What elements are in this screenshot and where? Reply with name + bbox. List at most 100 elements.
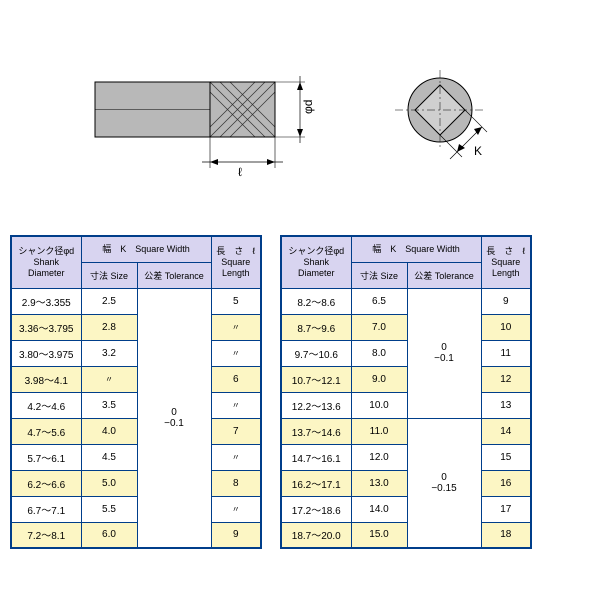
cell-size: 3.5 (81, 392, 137, 418)
table-row: 13.7～14.611.00−0.1514 (281, 418, 531, 444)
cell-shank: 8.2～8.6 (281, 288, 351, 314)
cell-shank: 12.2～13.6 (281, 392, 351, 418)
hdr-tolerance: 公差 Tolerance (137, 262, 211, 288)
cell-tolerance: 0−0.1 (407, 288, 481, 418)
table-row: 17.2～18.614.0 17 (281, 496, 531, 522)
table-row: 6.2～6.65.0 8 (11, 470, 261, 496)
cell-tolerance: 0−0.1 (137, 288, 211, 548)
cell-shank: 10.7～12.1 (281, 366, 351, 392)
cell-shank: 5.7～6.1 (11, 444, 81, 470)
table-row: 3.36～3.7952.8 〃 (11, 314, 261, 340)
cell-size: 5.0 (81, 470, 137, 496)
hdr-size: 寸法 Size (351, 262, 407, 288)
table-row: 14.7～16.112.0 15 (281, 444, 531, 470)
hdr-square-width: 幅 K Square Width (81, 236, 211, 262)
cell-shank: 3.98～4.1 (11, 366, 81, 392)
hdr-shank: シャンク径φdShankDiameter (11, 236, 81, 288)
cell-length: 〃 (211, 340, 261, 366)
cell-size: 〃 (81, 366, 137, 392)
cell-size: 8.0 (351, 340, 407, 366)
spec-table-right: シャンク径φdShankDiameter 幅 K Square Width 長 … (280, 235, 532, 549)
cell-length: 〃 (211, 444, 261, 470)
k-label: K (474, 144, 482, 158)
cell-length: 9 (211, 522, 261, 548)
cell-size: 14.0 (351, 496, 407, 522)
cell-size: 6.5 (351, 288, 407, 314)
hdr-length: 長 さ ℓSquareLength (481, 236, 531, 288)
cell-length: 8 (211, 470, 261, 496)
cell-shank: 4.7～5.6 (11, 418, 81, 444)
cell-length: 16 (481, 470, 531, 496)
cell-length: 6 (211, 366, 261, 392)
cell-shank: 18.7～20.0 (281, 522, 351, 548)
cell-length: 14 (481, 418, 531, 444)
cell-length: 〃 (211, 496, 261, 522)
cell-size: 3.2 (81, 340, 137, 366)
table-row: 3.80～3.9753.2 〃 (11, 340, 261, 366)
shank-end-view: K (395, 70, 488, 159)
cell-size: 7.0 (351, 314, 407, 340)
cell-shank: 6.7～7.1 (11, 496, 81, 522)
phi-d-label: φd (301, 100, 315, 114)
cell-size: 9.0 (351, 366, 407, 392)
table-row: 18.7～20.015.0 18 (281, 522, 531, 548)
table-row: 3.98～4.1〃 6 (11, 366, 261, 392)
hdr-tolerance: 公差 Tolerance (407, 262, 481, 288)
cell-shank: 13.7～14.6 (281, 418, 351, 444)
cell-shank: 3.36～3.795 (11, 314, 81, 340)
cell-length: 17 (481, 496, 531, 522)
cell-length: 12 (481, 366, 531, 392)
cell-shank: 6.2～6.6 (11, 470, 81, 496)
cell-size: 15.0 (351, 522, 407, 548)
cell-length: 15 (481, 444, 531, 470)
cell-length: 9 (481, 288, 531, 314)
cell-length: 10 (481, 314, 531, 340)
table-row: 8.7～9.67.0 10 (281, 314, 531, 340)
cell-size: 10.0 (351, 392, 407, 418)
table-row: 7.2～8.16.0 9 (11, 522, 261, 548)
table-row: 6.7～7.15.5 〃 (11, 496, 261, 522)
cell-shank: 8.7～9.6 (281, 314, 351, 340)
cell-length: 18 (481, 522, 531, 548)
cell-shank: 3.80～3.975 (11, 340, 81, 366)
cell-length: 〃 (211, 314, 261, 340)
table-row: 5.7～6.14.5 〃 (11, 444, 261, 470)
cell-shank: 14.7～16.1 (281, 444, 351, 470)
hdr-size: 寸法 Size (81, 262, 137, 288)
table-row: 16.2～17.113.0 16 (281, 470, 531, 496)
cell-shank: 17.2～18.6 (281, 496, 351, 522)
cell-size: 13.0 (351, 470, 407, 496)
spec-table-left: シャンク径φdShankDiameter 幅 K Square Width 長 … (10, 235, 262, 549)
shank-side-view: φd ℓ (95, 76, 315, 179)
cell-tolerance: 0−0.15 (407, 418, 481, 548)
cell-shank: 4.2～4.6 (11, 392, 81, 418)
cell-size: 4.5 (81, 444, 137, 470)
table-row: 9.7～10.68.0 11 (281, 340, 531, 366)
cell-length: 11 (481, 340, 531, 366)
table-row: 12.2～13.610.0 13 (281, 392, 531, 418)
cell-size: 11.0 (351, 418, 407, 444)
cell-length: 13 (481, 392, 531, 418)
cell-size: 4.0 (81, 418, 137, 444)
technical-diagram: φd ℓ K (0, 40, 600, 180)
table-row: 2.9～3.3552.50−0.15 (11, 288, 261, 314)
hdr-length: 長 さ ℓSquareLength (211, 236, 261, 288)
cell-size: 2.8 (81, 314, 137, 340)
table-row: 4.2～4.63.5 〃 (11, 392, 261, 418)
ell-label: ℓ (238, 165, 242, 179)
cell-shank: 9.7～10.6 (281, 340, 351, 366)
table-row: 4.7～5.64.0 7 (11, 418, 261, 444)
cell-size: 5.5 (81, 496, 137, 522)
cell-length: 〃 (211, 392, 261, 418)
hdr-square-width: 幅 K Square Width (351, 236, 481, 262)
cell-shank: 7.2～8.1 (11, 522, 81, 548)
cell-length: 7 (211, 418, 261, 444)
cell-shank: 16.2～17.1 (281, 470, 351, 496)
cell-size: 12.0 (351, 444, 407, 470)
hdr-shank: シャンク径φdShankDiameter (281, 236, 351, 288)
table-row: 10.7～12.19.0 12 (281, 366, 531, 392)
cell-size: 6.0 (81, 522, 137, 548)
cell-shank: 2.9～3.355 (11, 288, 81, 314)
cell-length: 5 (211, 288, 261, 314)
cell-size: 2.5 (81, 288, 137, 314)
